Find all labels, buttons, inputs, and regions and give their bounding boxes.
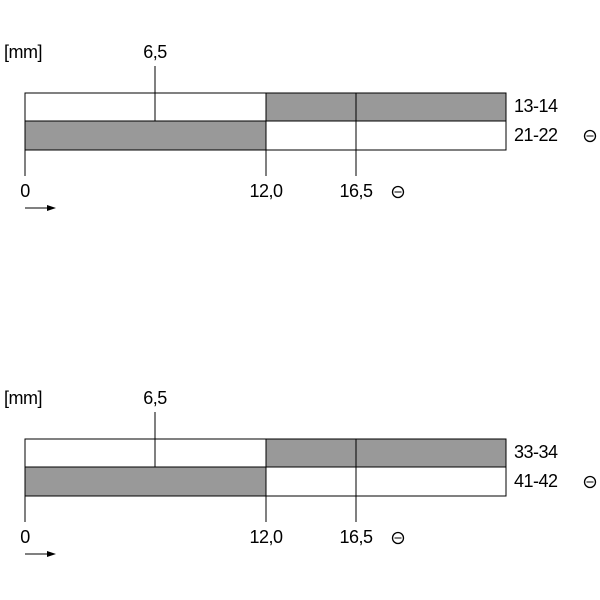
tick-label: 0 — [20, 527, 30, 547]
closed-segment — [265, 438, 507, 468]
direction-symbol — [391, 531, 405, 545]
tick-label: 6,5 — [143, 42, 167, 62]
travel-diagram: [mm] 6,5 0 12,0 16,5 33-34 41-42 — [4, 388, 597, 557]
arrow-head — [47, 205, 56, 211]
closed-segment — [24, 120, 267, 151]
closed-segment — [24, 466, 267, 497]
tick-label: 16,5 — [339, 527, 373, 547]
direction-symbol — [583, 475, 597, 489]
open-segment — [265, 120, 507, 151]
closed-segment — [265, 92, 507, 122]
contact-label: 33-34 — [514, 442, 558, 462]
direction-symbol — [391, 185, 405, 199]
tick-label: 0 — [20, 181, 30, 201]
travel-diagram: [mm] 6,5 0 12,0 16,5 13-14 21-22 — [4, 42, 597, 211]
open-segment — [24, 92, 267, 122]
contact-label: 13-14 — [514, 96, 558, 116]
unit-label: [mm] — [4, 388, 42, 408]
open-segment — [265, 466, 507, 497]
tick-label: 16,5 — [339, 181, 373, 201]
open-segment — [24, 438, 267, 468]
arrow-head — [47, 551, 56, 557]
direction-symbol — [583, 129, 597, 143]
contact-label: 21-22 — [514, 125, 558, 145]
tick-label: 6,5 — [143, 388, 167, 408]
tick-label: 12,0 — [249, 181, 283, 201]
unit-label: [mm] — [4, 42, 42, 62]
tick-label: 12,0 — [249, 527, 283, 547]
contact-label: 41-42 — [514, 471, 558, 491]
